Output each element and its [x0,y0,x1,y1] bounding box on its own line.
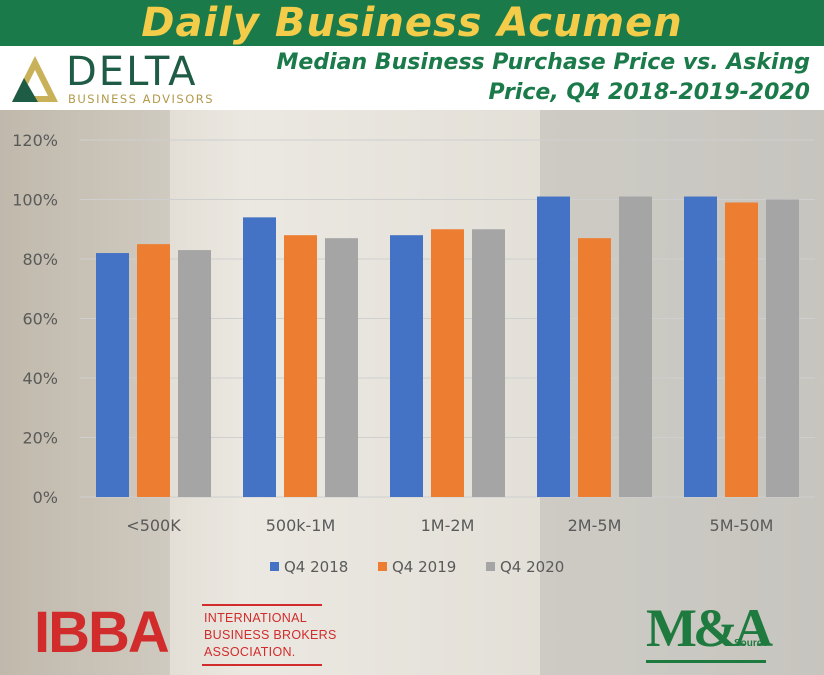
x-tick-label: 5M-50M [710,516,774,535]
bar [178,250,211,497]
y-tick-label: 40% [22,369,58,388]
legend-label: Q4 2019 [392,558,456,576]
bar [619,196,652,497]
x-tick-label: 500k-1M [266,516,336,535]
bar [284,235,317,497]
subheader-band [0,46,824,110]
legend-label: Q4 2018 [284,558,348,576]
bar-chart: 0% 20% 40% 60% 80% 100% 120% <500K 500k-1M 1M-2M 2… [12,131,815,576]
chart-title: Median Business Purchase Price vs. Askin… [276,50,810,105]
y-tick-label: 60% [22,310,58,329]
header-bar [0,0,824,46]
header-title: Daily Business Acumen [141,0,683,46]
y-tick-label: 80% [22,250,58,269]
bar [766,199,799,497]
ibba-name-line-3: ASSOCIATION. [204,645,296,659]
delta-logo-icon [12,56,58,102]
bar [725,202,758,497]
ibba-rule-bottom [202,664,322,666]
ma-logo-text: M&A [646,598,773,658]
delta-logo-name: DELTA [66,49,198,95]
y-tick-label: 100% [12,191,58,210]
legend-swatch [270,562,279,571]
y-tick-label: 20% [22,429,58,448]
bar [243,217,276,497]
delta-logo-subtitle: BUSINESS ADVISORS [68,92,215,106]
x-tick-label: 2M-5M [568,516,622,535]
ibba-logo: IBBA [34,600,170,665]
bar [431,229,464,497]
bar [472,229,505,497]
bar [578,238,611,498]
bar [96,253,129,497]
legend-label: Q4 2020 [500,558,564,576]
x-tick-label: 1M-2M [421,516,475,535]
y-tick-label: 0% [33,488,58,507]
legend-swatch [486,562,495,571]
bar [137,244,170,497]
bar [390,235,423,497]
ibba-name-line-2: BUSINESS BROKERS [204,628,337,642]
x-tick-label: <500K [126,516,181,535]
ma-logo-bar [646,660,766,663]
bar [684,196,717,497]
ma-source-logo: M&A Source [646,598,773,663]
y-tick-label: 120% [12,131,58,150]
bar [325,238,358,498]
ibba-name: INTERNATIONAL BUSINESS BROKERS ASSOCIATI… [204,610,337,661]
bar [537,196,570,497]
legend-swatch [378,562,387,571]
ibba-name-line-1: INTERNATIONAL [204,611,307,625]
ibba-rule-top [202,604,322,606]
ma-logo-source: Source [734,638,768,649]
